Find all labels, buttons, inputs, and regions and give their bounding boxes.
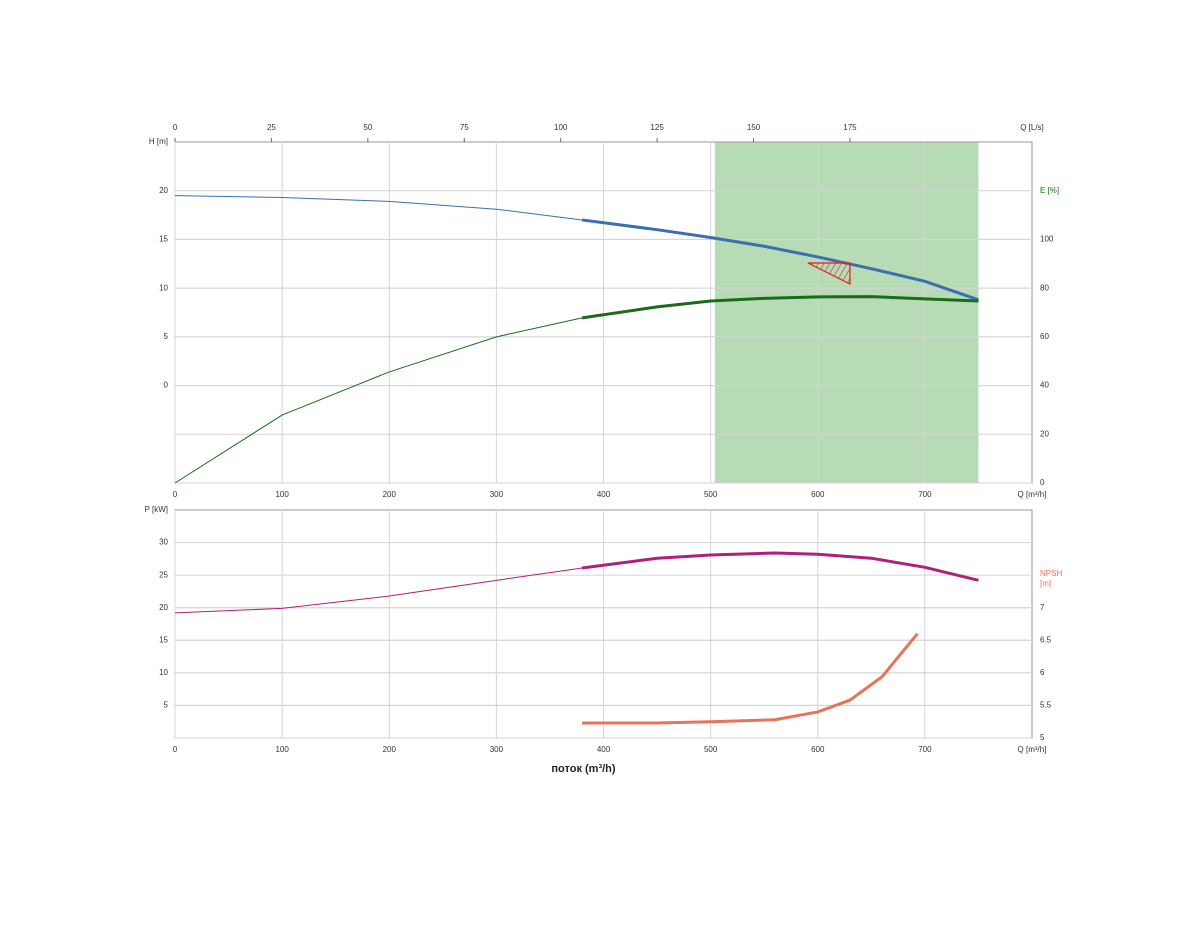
operating-segment — [581, 218, 979, 302]
x-tick-label: 600 — [811, 745, 825, 754]
operating-segment — [581, 551, 979, 582]
y2-tick-label: 20 — [1040, 429, 1049, 438]
x2-tick-label: 50 — [363, 123, 372, 132]
x-tick-label: 0 — [173, 745, 178, 754]
y-tick-label: 10 — [159, 283, 168, 292]
y2-tick-label: 5 — [1040, 733, 1045, 742]
y2-tick-label: 80 — [1040, 283, 1049, 292]
x-tick-label: 500 — [704, 490, 718, 499]
x-tick-label: 500 — [704, 745, 718, 754]
operating-segment — [581, 295, 979, 320]
y2-tick-label: 100 — [1040, 235, 1054, 244]
x2-tick-label: 150 — [747, 123, 761, 132]
x2-tick-label: 0 — [173, 123, 178, 132]
y2-tick-label: 7 — [1040, 603, 1045, 612]
y2-tick-label: 60 — [1040, 332, 1049, 341]
y2-tick-label: 0 — [1040, 478, 1045, 487]
x-tick-label: 400 — [597, 745, 611, 754]
x-tick-label: 300 — [490, 745, 504, 754]
y2-tick-label: 40 — [1040, 381, 1049, 390]
y-tick-label: 15 — [159, 635, 168, 644]
x-tick-label: 700 — [918, 490, 932, 499]
x-tick-label: 200 — [383, 745, 397, 754]
y2-axis-label: E [%] — [1040, 186, 1060, 195]
x-tick-label: 0 — [173, 490, 178, 499]
y-tick-label: 5 — [164, 332, 169, 341]
y-tick-label: 5 — [164, 701, 169, 710]
series-line — [174, 552, 979, 614]
x-axis-label: Q [m³/h] — [1018, 745, 1047, 754]
x2-tick-label: 125 — [650, 123, 664, 132]
y-tick-label: 25 — [159, 570, 168, 579]
y2-axis-label: NPSH [m] — [1040, 569, 1063, 588]
x-tick-label: 100 — [275, 745, 289, 754]
y-tick-label: 30 — [159, 538, 168, 547]
x-tick-label: 600 — [811, 490, 825, 499]
y-axis-label: H [m] — [149, 137, 168, 146]
series-line — [582, 633, 918, 724]
x2-tick-label: 25 — [267, 123, 276, 132]
y2-tick-label: 5.5 — [1040, 701, 1052, 710]
x-axis-label: Q [m³/h] — [1018, 490, 1047, 499]
x-tick-label: 700 — [918, 745, 932, 754]
x2-tick-label: 75 — [460, 123, 469, 132]
y-tick-label: 10 — [159, 668, 168, 677]
y-axis-label: P [kW] — [145, 505, 168, 514]
y-tick-label: 0 — [164, 381, 169, 390]
x-axis-title: поток (m³/h) — [551, 763, 615, 775]
x-tick-label: 300 — [490, 490, 504, 499]
y-tick-label: 20 — [159, 603, 168, 612]
operating-segment — [582, 632, 919, 725]
x2-tick-label: 100 — [554, 123, 568, 132]
x2-tick-label: 175 — [843, 123, 857, 132]
x-tick-label: 200 — [383, 490, 397, 499]
x-tick-label: 100 — [275, 490, 289, 499]
duty-point-marker — [807, 262, 851, 285]
y-tick-label: 20 — [159, 186, 168, 195]
operating-range — [714, 142, 979, 483]
x2-axis-label: Q [L/s] — [1020, 123, 1044, 132]
x-tick-label: 400 — [597, 490, 611, 499]
y-tick-label: 15 — [159, 235, 168, 244]
y2-tick-label: 6.5 — [1040, 635, 1052, 644]
y2-tick-label: 6 — [1040, 668, 1045, 677]
